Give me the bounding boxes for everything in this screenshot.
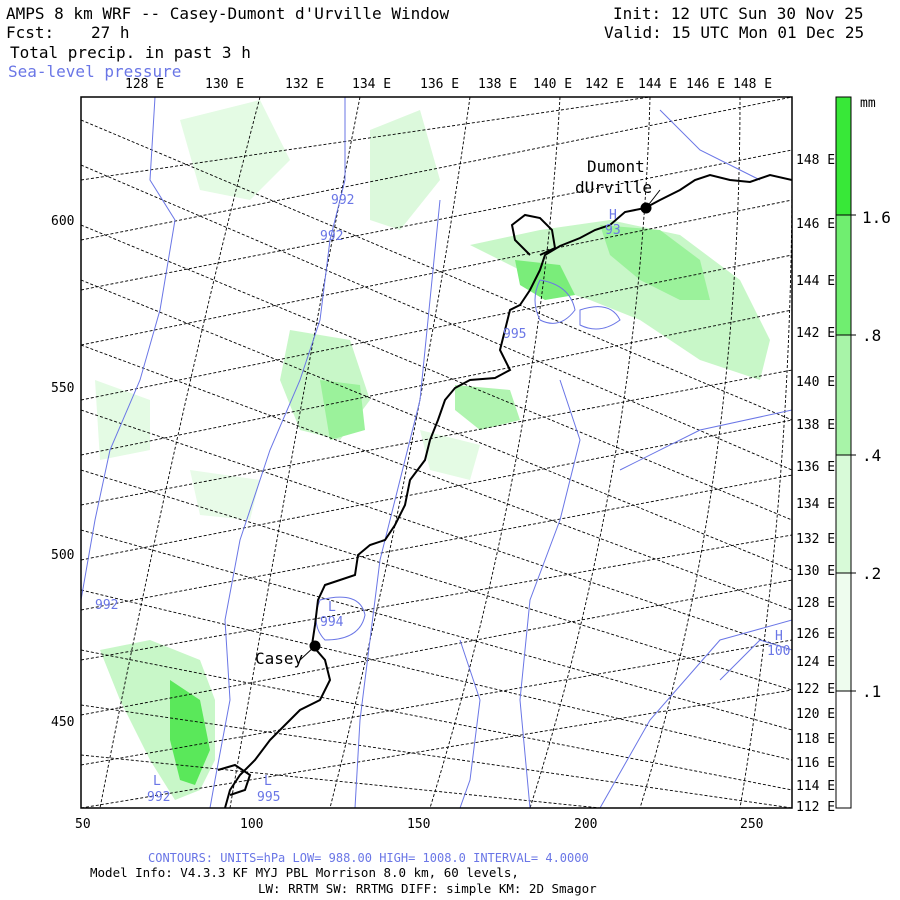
colorbar-segment [836,97,851,215]
map-grid [81,97,792,808]
pressure-symbol: L [153,774,161,789]
top-lon-label: 132 E [285,77,325,92]
top-lon-label: 146 E [686,77,726,92]
top-lon-label: 148 E [733,77,773,92]
colorbar-unit: mm [860,96,876,111]
plot-frame [80,96,793,809]
valid-time: Valid: 15 UTC Mon 01 Dec 25 [604,23,865,42]
contour-label: 992 [95,598,119,613]
contour-label: 992 [331,193,355,208]
top-lon-label: 144 E [638,77,678,92]
contour-label: 995 [503,327,527,342]
pressure-value: 992 [147,790,171,805]
top-lon-label: 130 E [205,77,245,92]
station-leader-dumont [645,189,661,209]
top-lon-label: 136 E [420,77,460,92]
right-lon-label: 134 E [796,497,836,512]
x-tick-label: 150 [407,817,431,832]
right-lon-label: 120 E [796,707,836,722]
right-lon-label: 140 E [796,375,836,390]
right-lon-label: 144 E [796,274,836,289]
right-lon-label: 138 E [796,418,836,433]
pressure-value: 995 [257,790,281,805]
pressure-value: 994 [320,615,344,630]
station-leader-casey [299,645,316,661]
y-tick-label: 600 [51,214,75,229]
init-time: Init: 12 UTC Sun 30 Nov 25 [613,4,864,23]
pressure-value: 100 [767,644,791,659]
right-lon-label: 118 E [796,732,836,747]
right-lon-label: 146 E [796,217,836,232]
chart-title: AMPS 8 km WRF -- Casey-Dumont d'Urville … [6,4,450,23]
contour-label: 992 [320,229,344,244]
top-lon-label: 138 E [478,77,518,92]
colorbar-segment [836,215,851,335]
pressure-symbol: H [775,629,783,644]
colorbar-label: .4 [862,446,882,465]
top-lon-label: 134 E [352,77,392,92]
station-label-durville: dUrville [575,178,653,197]
colorbar-label: .1 [862,682,882,701]
slp-contours [81,97,792,808]
colorbar-label: .8 [862,326,882,345]
x-tick-label: 200 [574,817,598,832]
top-lon-label: 140 E [533,77,573,92]
x-tick-label: 250 [740,817,764,832]
right-lon-label: 126 E [796,627,836,642]
field-description: Total precip. in past 3 h [10,43,251,62]
precip-shading [95,100,770,800]
right-lon-label: 142 E [796,326,836,341]
colorbar-segment [836,691,851,808]
model-info: Model Info: V4.3.3 KF MYJ PBL Morrison 8… [90,865,519,880]
forecast-label: Fcst: [6,23,55,42]
contour-field-label: Sea-level pressure [8,62,182,81]
model-info-2: LW: RRTM SW: RRTMG DIFF: simple KM: 2D S… [258,881,597,896]
y-tick-label: 550 [51,381,75,396]
pressure-symbol: L [328,600,336,615]
right-lon-label: 112 E [796,800,836,815]
top-lon-label: 128 E [125,77,165,92]
x-tick-label: 50 [75,817,91,832]
x-tick-label: 100 [240,817,264,832]
right-lon-label: 148 E [796,153,836,168]
station-label-casey: Casey [255,649,304,668]
colorbar-frame [835,96,852,809]
top-lon-label: 142 E [585,77,625,92]
y-tick-label: 500 [51,548,75,563]
colorbar-segment [836,573,851,691]
right-lon-label: 116 E [796,756,836,771]
colorbar-label: 1.6 [862,208,891,227]
colorbar-segment [836,335,851,455]
pressure-symbol: H [609,208,617,223]
colorbar [835,96,856,809]
forecast-hours: 27 h [91,23,130,42]
colorbar-segment [836,455,851,573]
pressure-value: 93 [605,223,621,238]
y-tick-label: 450 [51,715,75,730]
coastline [217,173,792,808]
right-lon-label: 114 E [796,779,836,794]
right-lon-label: 128 E [796,596,836,611]
right-lon-label: 136 E [796,460,836,475]
right-lon-label: 122 E [796,682,836,697]
right-lon-label: 132 E [796,532,836,547]
pressure-symbol: L [264,774,272,789]
contours-info: CONTOURS: UNITS=hPa LOW= 988.00 HIGH= 10… [148,851,589,865]
station-label-dumont: Dumont [587,157,645,176]
colorbar-label: .2 [862,564,882,583]
right-lon-label: 124 E [796,655,836,670]
right-lon-label: 130 E [796,564,836,579]
